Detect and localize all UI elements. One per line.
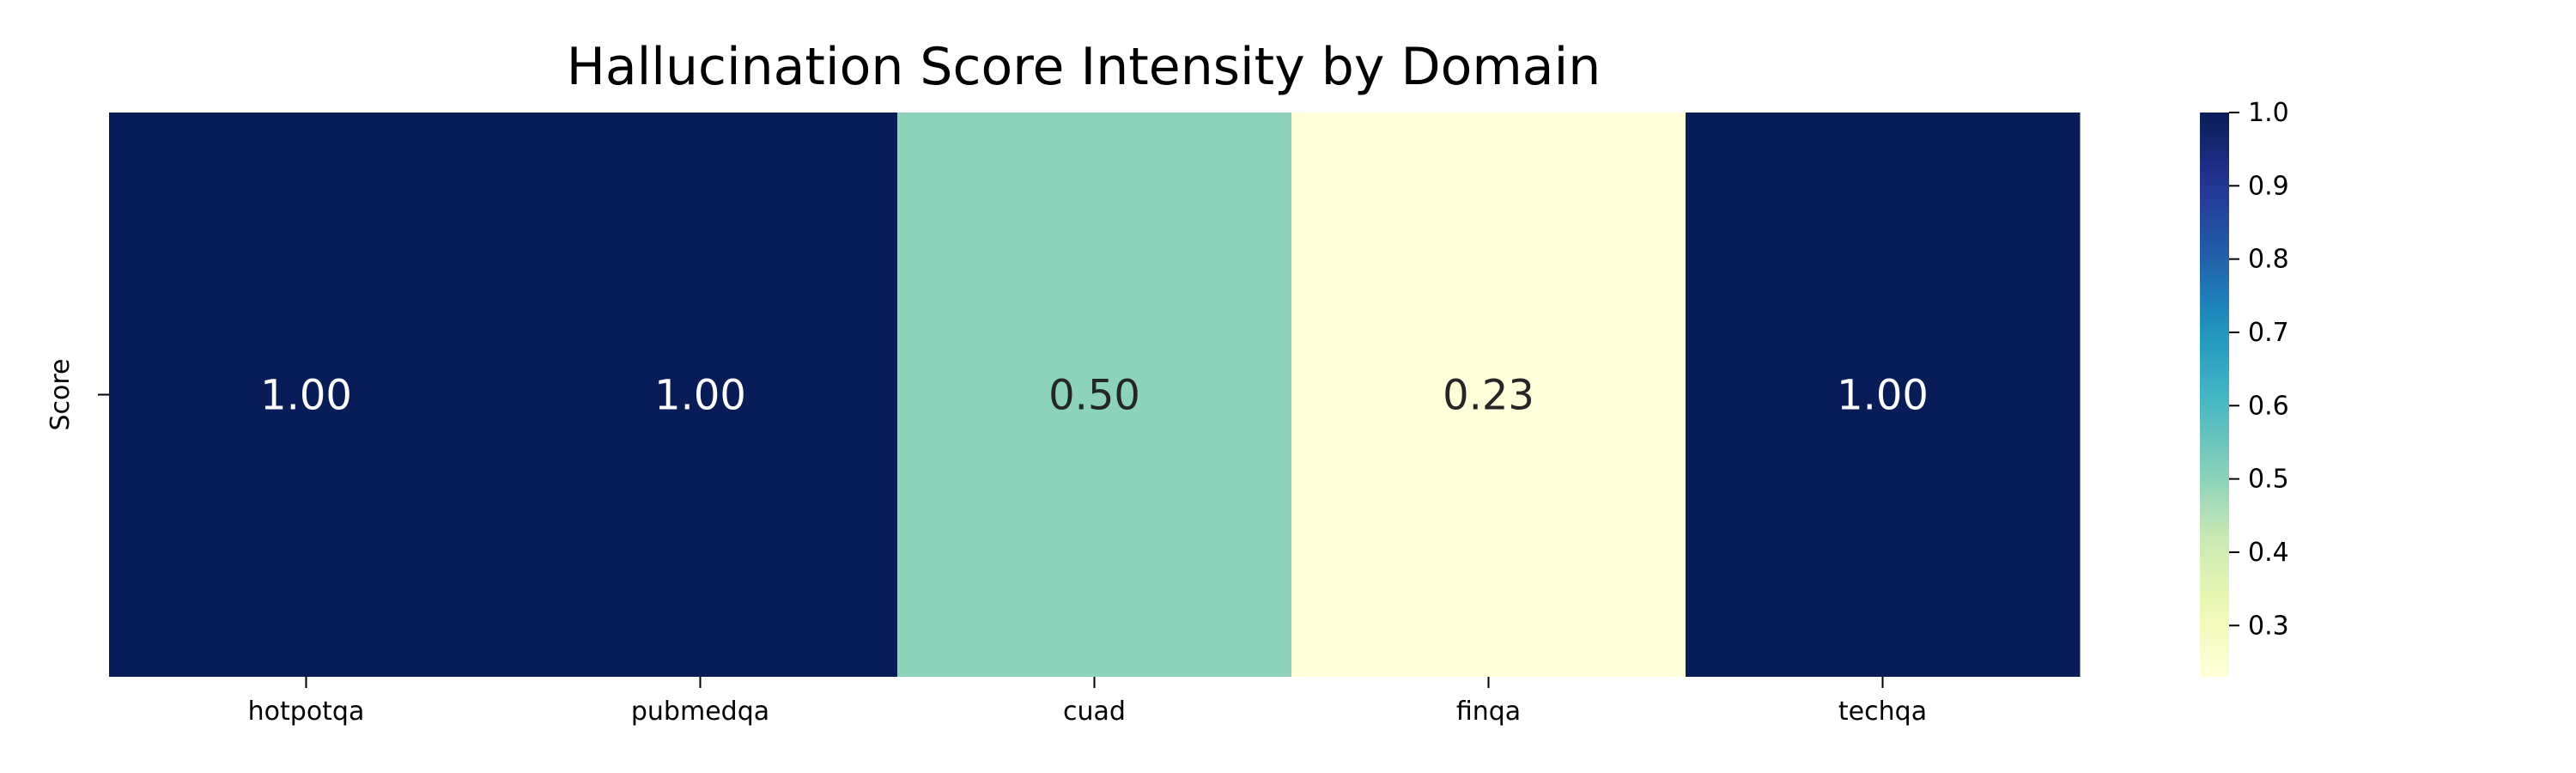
- colorbar-tick-label: 0.4: [2248, 538, 2289, 568]
- colorbar-tick-label: 0.5: [2248, 465, 2289, 495]
- cell-value-pubmedqa: 1.00: [654, 372, 746, 420]
- x-tick-label: cuad: [1063, 697, 1126, 727]
- cell-annotations: 1.00 1.00 0.50 0.23 1.00: [260, 372, 1929, 420]
- heatmap-cell-cuad: [897, 113, 1292, 677]
- x-tick-label: finqa: [1456, 697, 1521, 727]
- cell-value-cuad: 0.50: [1048, 372, 1140, 420]
- colorbar-tick-label: 0.8: [2248, 245, 2289, 275]
- x-tick-label: hotpotqa: [248, 697, 365, 727]
- colorbar-ticks: 0.3 0.4 0.5 0.6 0.7 0.8 0.9 1.0: [2229, 98, 2289, 641]
- cell-value-finqa: 0.23: [1443, 372, 1534, 420]
- heatmap-cell-hotpotqa: [109, 113, 504, 677]
- x-tick-label: techqa: [1838, 697, 1927, 727]
- x-axis: hotpotqa pubmedqa cuad finqa techqa: [248, 677, 1927, 727]
- x-tick-label: pubmedqa: [631, 697, 769, 727]
- heatmap-cell-techqa: [1686, 113, 2081, 677]
- colorbar-tick-label: 1.0: [2248, 98, 2289, 128]
- heatmap-cell-finqa: [1291, 113, 1686, 677]
- colorbar-tick-label: 0.7: [2248, 318, 2289, 348]
- chart-title: Hallucination Score Intensity by Domain: [567, 37, 1601, 97]
- y-axis: Score: [46, 358, 109, 431]
- heatmap-cell-pubmedqa: [503, 113, 898, 677]
- heatmap-cells: [109, 113, 2081, 677]
- cell-value-techqa: 1.00: [1837, 372, 1929, 420]
- cell-value-hotpotqa: 1.00: [260, 372, 352, 420]
- colorbar-tick-label: 0.6: [2248, 391, 2289, 421]
- y-tick-label: Score: [46, 358, 76, 430]
- colorbar-tick-label: 0.3: [2248, 611, 2289, 641]
- colorbar: [2200, 113, 2229, 677]
- colorbar-tick-label: 0.9: [2248, 171, 2289, 201]
